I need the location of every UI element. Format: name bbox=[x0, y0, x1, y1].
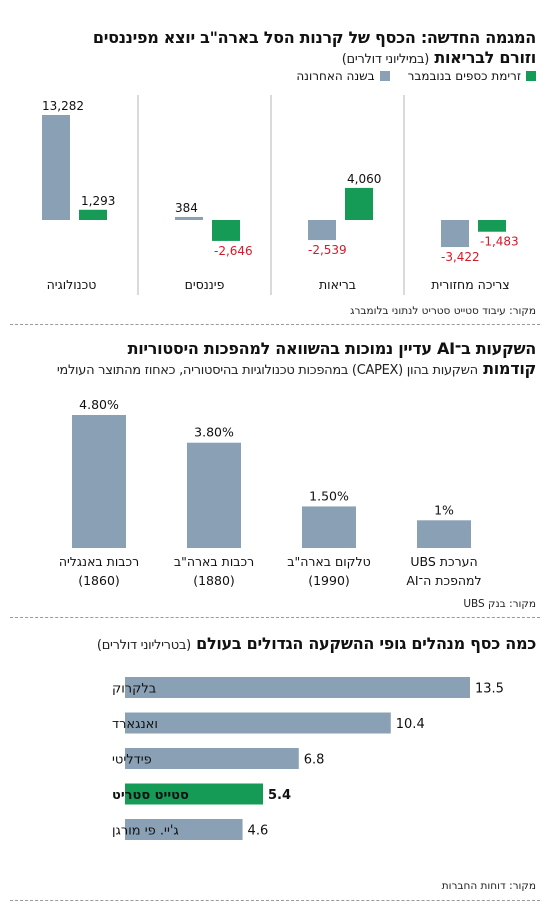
chart1-plot: 13,282 1,293 טכנולוגיה 384 -2,646 פיננסים -2,5… bbox=[42, 95, 519, 295]
bar bbox=[125, 819, 243, 840]
bar-value-label: 6.8 bbox=[304, 753, 325, 768]
legend-gray-swatch bbox=[379, 71, 390, 81]
bar bbox=[125, 712, 391, 734]
bar bbox=[72, 415, 126, 548]
category-label: טכנולוגיה bbox=[47, 277, 97, 292]
chart2-source: מקור: בנק UBS bbox=[463, 598, 536, 610]
chart2-title-line1: השקעות ב־AI עדיין נמוכות בהשוואה למהפכות… bbox=[127, 339, 537, 358]
chart3-source: מקור: דוחות החברות bbox=[441, 880, 536, 892]
green-bar bbox=[79, 209, 107, 220]
bar-value-label: 4.6 bbox=[248, 824, 269, 839]
legend-gray: בשנה האחרונה bbox=[296, 69, 390, 83]
green-bar bbox=[212, 220, 240, 241]
divider-2 bbox=[10, 617, 540, 618]
category-label: צריכה מחזורית bbox=[431, 277, 509, 292]
category-sublabel: (1860) bbox=[78, 573, 120, 588]
bar-value-label: -2,646 bbox=[214, 244, 253, 258]
category-sublabel: (1990) bbox=[308, 573, 350, 588]
category-label: רכבות באנגליה bbox=[59, 554, 139, 569]
category-label: טלקום בארה"ב bbox=[287, 554, 371, 569]
bar-value-label: 10.4 bbox=[396, 717, 425, 732]
bar-value-label: 1,293 bbox=[81, 194, 115, 208]
chart1-title-line1: המגמה החדשה: הכסף של קרנות הסל בארה"ב יו… bbox=[92, 28, 536, 47]
bar-value-label: 4.80% bbox=[79, 397, 119, 412]
chart1-legend: זרימת כספים בנובמבר בשנה האחרונה bbox=[296, 69, 536, 83]
category-label: ואנגארד bbox=[112, 717, 158, 732]
category-label: פידליטי bbox=[112, 753, 152, 768]
chart1-subtitle: (במיליוני דולרים) bbox=[341, 52, 430, 67]
chart2-title-line2: קודמות bbox=[483, 359, 536, 378]
divider-3 bbox=[10, 900, 540, 901]
category-label: פיננסים bbox=[185, 277, 225, 292]
bar-value-label: -2,539 bbox=[308, 243, 347, 257]
bar-value-label: -3,422 bbox=[441, 250, 480, 264]
bar-value-label: 4,060 bbox=[347, 172, 381, 186]
green-bar bbox=[478, 220, 506, 232]
chart1-source: מקור: עיבוד סטייט סטריט לנתוני בלומברג bbox=[350, 305, 536, 317]
category-label: בלקרוק bbox=[112, 682, 156, 697]
chart1-title-line2: וזורם לבריאות bbox=[434, 48, 536, 67]
category-label: בריאות bbox=[319, 277, 356, 292]
chart2-title: השקעות ב־AI עדיין נמוכות בהשוואה למהפכות… bbox=[10, 339, 536, 381]
bar bbox=[417, 520, 471, 548]
chart2-subtitle: השקעות בהון (CAPEX) במהפכות טכנולוגיות ב… bbox=[56, 363, 478, 378]
bar bbox=[187, 442, 241, 548]
gray-bar bbox=[175, 216, 203, 220]
category-label: סטייט סטריט bbox=[112, 788, 189, 803]
bar bbox=[125, 677, 470, 698]
divider-1 bbox=[10, 324, 540, 325]
legend-green: זרימת כספים בנובמבר bbox=[408, 69, 536, 83]
bar bbox=[125, 748, 299, 769]
bar-value-label: 1.50% bbox=[309, 488, 349, 503]
legend-green-swatch bbox=[526, 71, 536, 81]
category-label: רכבות בארה"ב bbox=[174, 554, 254, 569]
category-label: ג'יי. פי מורגן bbox=[112, 824, 179, 839]
category-sublabel: (1880) bbox=[193, 573, 235, 588]
gray-bar bbox=[308, 220, 336, 241]
chart3-plot: 13.5 בלקרוק 10.4 ואנגארד 6.8 פידליטי 5.4 סטייט … bbox=[112, 677, 504, 840]
legend-green-label: זרימת כספים בנובמבר bbox=[407, 69, 521, 83]
bar-value-label: 13.5 bbox=[475, 682, 504, 697]
green-bar bbox=[345, 187, 373, 220]
category-label: הערכת UBS bbox=[410, 554, 477, 569]
bar-value-label: 3.80% bbox=[194, 425, 234, 440]
bar bbox=[125, 783, 263, 805]
chart2-plot: 4.80% רכבות באנגליה (1860) 3.80% רכבות בארה"… bbox=[59, 397, 482, 588]
category-sublabel: למהפכת ה־AI bbox=[406, 573, 481, 588]
chart3-subtitle: (בטריליוני דולרים) bbox=[96, 638, 191, 653]
gray-bar bbox=[42, 115, 70, 220]
chart1-title: המגמה החדשה: הכסף של קרנות הסל בארה"ב יו… bbox=[10, 28, 536, 70]
bar-value-label: 1% bbox=[434, 502, 454, 517]
bar bbox=[302, 506, 356, 548]
bar-value-label: 13,282 bbox=[42, 99, 84, 113]
legend-gray-label: בשנה האחרונה bbox=[296, 69, 375, 83]
gray-bar bbox=[441, 220, 469, 248]
chart3-title: כמה כסף מנהלים גופי ההשקעה הגדולים בעולם… bbox=[10, 634, 536, 656]
bar-value-label: -1,483 bbox=[480, 235, 519, 249]
chart3-title-line: כמה כסף מנהלים גופי ההשקעה הגדולים בעולם bbox=[196, 634, 536, 653]
bar-value-label: 384 bbox=[175, 201, 198, 215]
bar-value-label: 5.4 bbox=[268, 788, 291, 803]
